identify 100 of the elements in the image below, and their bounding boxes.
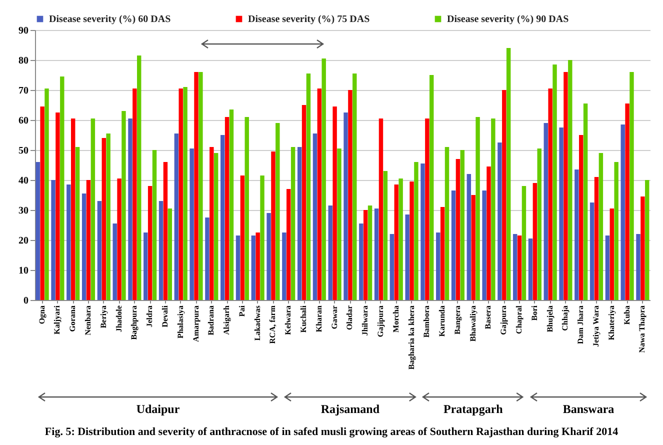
bar <box>40 106 44 300</box>
bar <box>214 153 218 300</box>
bar <box>337 148 342 300</box>
x-tick-label: Oladar <box>345 305 354 330</box>
bar <box>636 234 640 300</box>
bar <box>82 194 86 300</box>
bar <box>517 236 522 300</box>
x-tick-label: Jhadole <box>114 305 124 332</box>
bar <box>498 142 502 300</box>
bar <box>436 232 440 300</box>
x-tick-label: Gawar <box>330 305 339 330</box>
bar <box>630 72 634 300</box>
bar <box>256 232 260 300</box>
bar <box>220 135 225 300</box>
bar <box>444 147 450 300</box>
bar <box>614 162 618 300</box>
x-tick-label: Kuba <box>622 306 632 325</box>
x-tick-label: Nenbara <box>83 306 92 336</box>
bar <box>36 162 40 300</box>
legend-label: Disease severity (%) 75 DAS <box>248 14 370 25</box>
bar <box>60 76 64 300</box>
y-tick-label: 90 <box>18 26 28 36</box>
bar <box>44 88 49 300</box>
bar <box>117 178 122 300</box>
bar <box>97 201 102 300</box>
x-tick-label: Kharan <box>314 304 324 332</box>
bar <box>620 124 625 300</box>
y-tick-label: 20 <box>18 236 28 246</box>
x-tick-label: Bhujela <box>545 306 554 332</box>
bar <box>328 206 332 300</box>
bar <box>306 74 311 300</box>
bar <box>194 72 198 300</box>
bar <box>583 104 588 300</box>
bar <box>378 118 384 300</box>
bar <box>205 218 210 300</box>
bar <box>128 118 132 300</box>
bar <box>163 162 168 300</box>
bar <box>456 159 460 300</box>
x-tick-label: Bagharia ka khera <box>406 306 416 370</box>
y-tick-label: 30 <box>18 206 28 216</box>
text: Pratapgarh <box>442 402 504 417</box>
bar <box>598 153 604 300</box>
x-tick-label: Phalasiya <box>176 306 185 338</box>
x-tick-label: Devali <box>160 304 170 328</box>
bar <box>486 166 491 300</box>
bar <box>410 182 414 300</box>
bar <box>112 224 117 300</box>
bar <box>178 88 183 300</box>
bar <box>168 208 172 300</box>
bar <box>482 190 486 300</box>
legend-label: Disease severity (%) 60 DAS <box>49 14 172 25</box>
bar <box>152 150 157 300</box>
bar <box>51 180 56 300</box>
bar <box>290 147 296 300</box>
x-tick-label: Jetiya Wara <box>592 306 601 347</box>
x-tick-label: Bhawaliya <box>468 306 478 342</box>
bar <box>229 110 234 300</box>
x-tick-label: Bori <box>530 304 539 321</box>
bar <box>625 104 630 300</box>
x-tick-label: Ogna <box>37 306 46 324</box>
bar <box>466 174 472 300</box>
x-tick-label: Kuchali <box>299 304 308 333</box>
bar <box>405 214 410 300</box>
bar <box>183 87 188 300</box>
bar <box>528 238 533 300</box>
bar <box>322 58 326 300</box>
bar <box>224 117 230 300</box>
bar <box>579 135 584 300</box>
bar <box>429 75 434 300</box>
bar <box>359 224 364 300</box>
text: Banswara <box>562 402 616 417</box>
bar <box>506 48 511 300</box>
bar <box>271 152 276 300</box>
bar <box>348 90 352 300</box>
bar <box>90 118 96 300</box>
bar <box>276 123 280 300</box>
bar <box>317 88 322 300</box>
x-tick-label: Morcha <box>391 306 400 332</box>
x-tick-label: Nawa Thapra <box>638 306 647 353</box>
bar <box>137 56 142 300</box>
bar <box>544 123 548 300</box>
bar <box>312 134 318 300</box>
x-tick-label: Bangera <box>452 306 462 334</box>
bar <box>210 147 214 300</box>
bar <box>363 210 368 300</box>
bar <box>502 90 506 300</box>
y-tick-label: 0 <box>24 296 28 306</box>
bar <box>158 201 164 300</box>
x-tick-label: Basera <box>484 306 493 330</box>
x-tick-label: Dam Jhara <box>576 306 586 344</box>
bar <box>75 147 80 300</box>
bar <box>640 196 645 300</box>
x-tick-label: Alsigarh <box>222 304 232 335</box>
bar <box>132 88 137 300</box>
bar <box>368 206 372 300</box>
bar <box>106 134 110 300</box>
bar <box>244 117 249 300</box>
bar <box>522 186 526 300</box>
bar <box>240 176 245 300</box>
bar <box>286 189 291 300</box>
